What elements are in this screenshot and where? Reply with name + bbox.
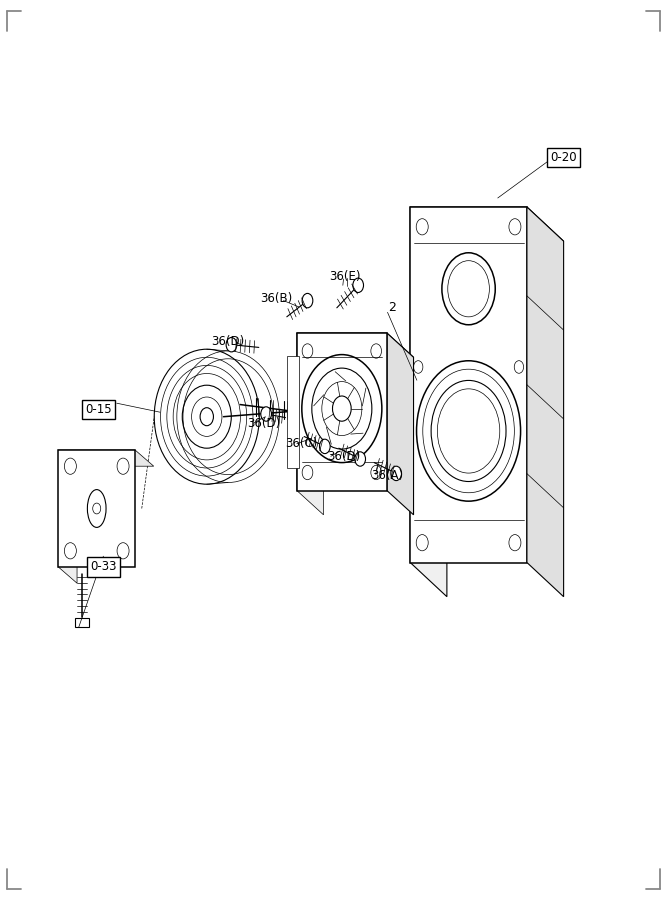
Circle shape [353,278,364,293]
Polygon shape [527,207,564,597]
Text: 2: 2 [388,302,396,314]
Circle shape [355,452,366,466]
Text: 0-33: 0-33 [90,561,117,573]
Bar [410,207,527,562]
Text: 36(E): 36(E) [329,270,361,283]
Circle shape [371,465,382,480]
Circle shape [302,465,313,480]
Circle shape [261,407,271,421]
Text: 36(D): 36(D) [247,417,280,429]
Text: 0-20: 0-20 [550,151,577,164]
Text: 36(B): 36(B) [260,292,292,305]
Text: 36(A): 36(A) [372,469,404,482]
Bar [59,450,135,567]
Polygon shape [410,207,564,241]
Bar [297,333,387,490]
Text: 36(D): 36(D) [211,335,244,347]
Polygon shape [59,450,77,583]
Polygon shape [387,333,414,515]
Text: 36(C): 36(C) [285,437,318,450]
Bar [287,356,299,468]
Polygon shape [59,450,153,466]
Bar [75,618,89,627]
Circle shape [391,466,402,481]
Polygon shape [297,333,414,357]
Circle shape [302,293,313,308]
Circle shape [302,344,313,358]
Text: 0-15: 0-15 [85,403,112,416]
Text: 36(D): 36(D) [327,450,360,463]
Polygon shape [297,333,323,515]
Polygon shape [410,207,447,597]
Circle shape [371,344,382,358]
Circle shape [319,439,330,454]
Circle shape [226,338,237,352]
